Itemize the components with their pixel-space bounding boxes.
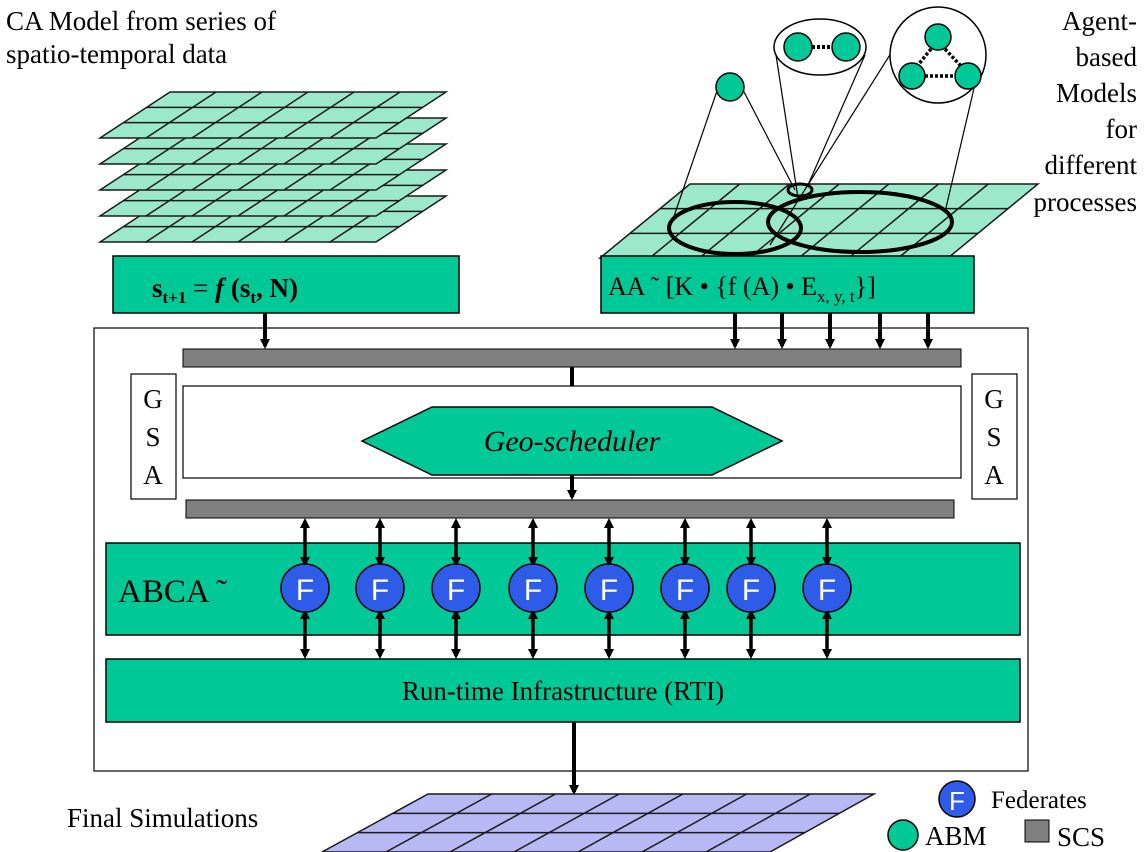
- ca-grid-stack: [97, 91, 449, 243]
- federate-symbol-4: F: [524, 574, 542, 607]
- federate-node-8: [802, 563, 852, 613]
- geo-scheduler-label: Geo-scheduler: [484, 425, 661, 458]
- federate-symbol-5: F: [600, 574, 618, 607]
- abm-title: Agent- based Models for different proces…: [1034, 6, 1138, 217]
- federate-3: F: [431, 518, 481, 659]
- svg-text:G: G: [984, 384, 1004, 414]
- abca-box: [105, 542, 1021, 636]
- abm-title-line6: processes: [1034, 187, 1137, 217]
- final-grid-sheet: [321, 793, 877, 852]
- abca-label: ABCA ˜: [118, 574, 227, 610]
- legend-federate-icon: [938, 780, 976, 818]
- legend: F Federates ABM SCS: [887, 780, 1105, 852]
- agent-triad-right: [954, 62, 982, 90]
- federate-symbol-3: F: [447, 574, 465, 607]
- abm-title-line2: based: [1076, 42, 1138, 72]
- svg-text:G: G: [143, 384, 163, 414]
- scs-bus-top: [182, 348, 962, 368]
- federate-1: F: [280, 518, 330, 659]
- federate-symbol-6: F: [676, 574, 694, 607]
- ca-model-title-line2: spatio-temporal data: [6, 39, 227, 69]
- federate-symbol-7: F: [742, 574, 760, 607]
- ca-formula: st+1 = f (st, N): [152, 273, 298, 307]
- federate-node-3: [431, 563, 481, 613]
- federate-8: F: [802, 518, 852, 659]
- federate-symbol-1: F: [296, 574, 314, 607]
- federate-2: F: [355, 518, 405, 659]
- svg-text:A: A: [984, 460, 1004, 490]
- legend-federates-label: Federates: [991, 787, 1087, 814]
- abm-grid-with-agents: [597, 6, 1041, 259]
- agent-triad-top: [924, 23, 952, 51]
- federate-node-5: [584, 563, 634, 613]
- federate-node-2: [355, 563, 405, 613]
- final-simulation-grid: [321, 793, 877, 852]
- abm-title-line5: different: [1045, 150, 1138, 180]
- legend-scs-label: SCS: [1057, 822, 1105, 852]
- federate-symbol-2: F: [371, 574, 389, 607]
- process-ellipse-left: [667, 200, 803, 256]
- legend-abm-icon: [887, 819, 919, 851]
- ca-model-title-line1: CA Model from series of: [6, 6, 276, 36]
- geo-scheduler-hexagon: [360, 406, 784, 476]
- agent-pair-b: [831, 32, 861, 62]
- aa-formula-box: AA ˜ [K • {f (A) • Ex, y, t}]: [600, 255, 975, 314]
- agent-triad-left: [898, 62, 926, 90]
- input-arrows: [260, 313, 933, 349]
- svg-text:S: S: [145, 422, 160, 452]
- abm-title-line1: Agent-: [1062, 6, 1137, 36]
- gsa-box-right: G S A: [971, 373, 1018, 500]
- abm-title-line4: for: [1106, 114, 1137, 144]
- legend-federate-symbol: F: [949, 786, 965, 816]
- ca-grid-layer-1: [97, 91, 449, 139]
- svg-text:S: S: [986, 422, 1001, 452]
- legend-scs-icon: [1024, 819, 1050, 843]
- ca-formula-box: st+1 = f (st, N): [112, 255, 460, 314]
- process-ellipse-small: [786, 182, 814, 198]
- federate-5: F: [584, 518, 634, 659]
- agent-single: [715, 72, 745, 102]
- agent-pair-a: [783, 32, 813, 62]
- scs-bus-bottom: [185, 499, 955, 519]
- federate-7: F: [726, 518, 776, 659]
- abm-title-line3: Models: [1056, 78, 1137, 108]
- federate-node-4: [508, 563, 558, 613]
- federate-symbol-8: F: [818, 574, 836, 607]
- federate-6: F: [660, 518, 710, 659]
- federate-node-1: [280, 563, 330, 613]
- final-simulations-label: Final Simulations: [67, 803, 258, 833]
- federate-node-7: [726, 563, 776, 613]
- rti-box: [105, 658, 1021, 723]
- legend-abm-label: ABM: [925, 821, 987, 851]
- federate-node-6: [660, 563, 710, 613]
- federate-4: F: [508, 518, 558, 659]
- svg-text:A: A: [143, 460, 163, 490]
- gsa-box-left: G S A: [130, 373, 177, 500]
- process-ellipse-right: [766, 190, 954, 254]
- rti-label: Run-time Infrastructure (RTI): [402, 676, 724, 706]
- aa-formula: AA ˜ [K • {f (A) • Ex, y, t}]: [608, 272, 876, 306]
